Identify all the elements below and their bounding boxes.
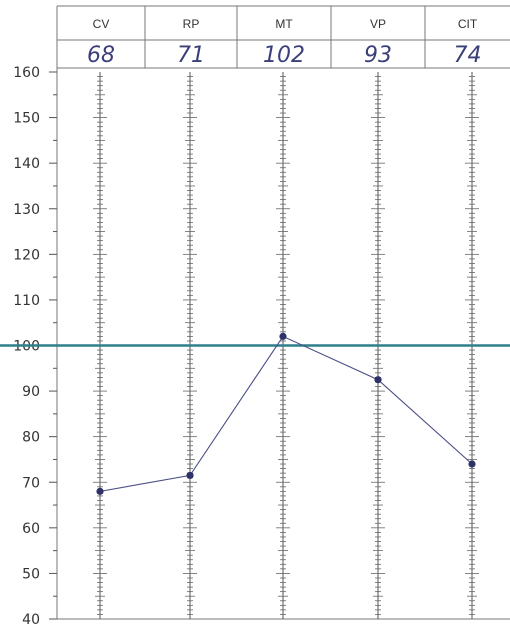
- y-tick-label: 60: [22, 521, 40, 537]
- y-tick-label: 110: [13, 293, 40, 309]
- handwritten-score-rp: 71: [177, 43, 205, 68]
- y-tick-label: 90: [22, 384, 40, 400]
- category-label-cit: CIT: [458, 17, 478, 31]
- y-tick-label: 130: [13, 202, 40, 218]
- y-axis: 405060708090100110120130140150160: [13, 65, 57, 624]
- data-point-mt: [279, 332, 287, 340]
- y-tick-label: 160: [13, 65, 40, 81]
- y-tick-label: 150: [13, 111, 40, 127]
- index-header-table: CV 68 RP 71 MT 102 VP 93 CIT 74: [57, 5, 510, 69]
- category-label-rp: RP: [183, 17, 200, 31]
- profile-series: [96, 332, 476, 495]
- handwritten-score-mt: 102: [263, 43, 305, 68]
- y-tick-label: 70: [22, 475, 40, 491]
- category-label-vp: VP: [370, 17, 386, 31]
- handwritten-score-vp: 93: [364, 43, 392, 68]
- category-label-cv: CV: [93, 17, 110, 31]
- y-tick-label: 80: [22, 430, 40, 446]
- data-point-rp: [186, 471, 194, 480]
- y-tick-label: 50: [22, 566, 40, 582]
- y-tick-label: 40: [22, 612, 40, 624]
- handwritten-score-cit: 74: [454, 43, 482, 68]
- category-label-mt: MT: [275, 17, 293, 31]
- data-point-cit: [468, 460, 476, 468]
- y-tick-label: 140: [13, 156, 40, 172]
- handwritten-score-cv: 68: [87, 43, 115, 68]
- y-tick-label: 120: [13, 247, 40, 263]
- data-point-cv: [96, 487, 104, 495]
- data-point-vp: [374, 376, 382, 384]
